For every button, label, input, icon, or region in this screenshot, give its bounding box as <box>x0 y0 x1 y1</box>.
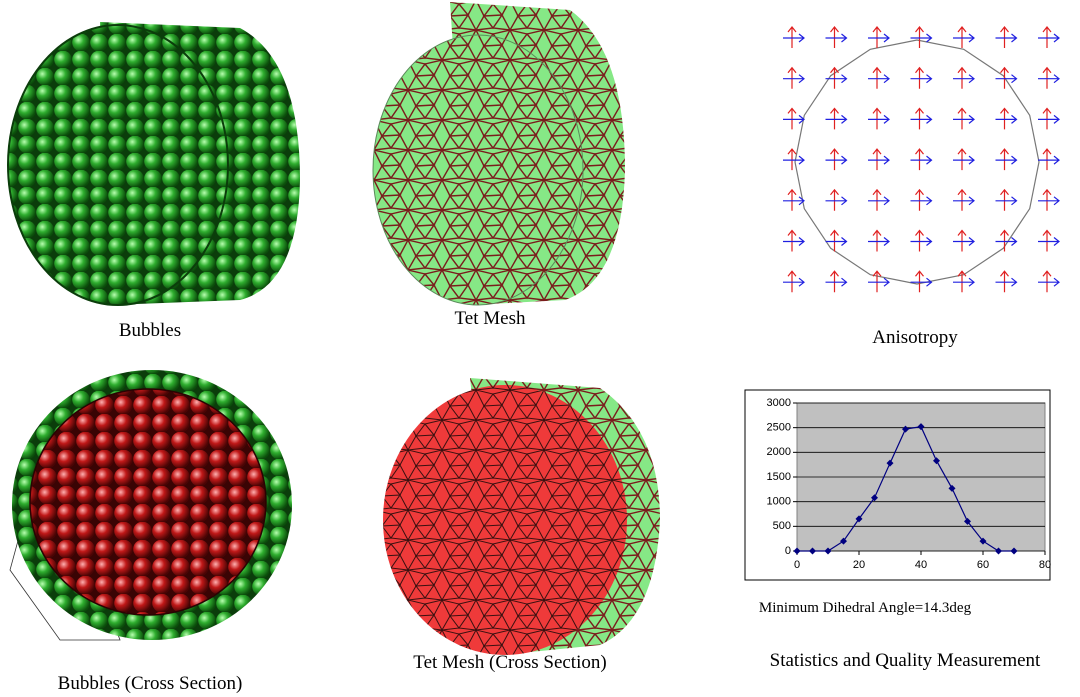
y-tick-label: 2000 <box>767 446 791 458</box>
blue-arrow <box>868 238 889 246</box>
blue-arrow <box>911 278 932 286</box>
blue-arrow <box>1038 115 1059 123</box>
blue-arrow <box>783 75 804 83</box>
blue-arrow <box>783 238 804 246</box>
blue-arrow <box>1038 75 1059 83</box>
blue-arrow <box>953 238 974 246</box>
blue-arrow <box>953 197 974 205</box>
blue-arrow <box>1038 278 1059 286</box>
blue-arrow <box>911 197 932 205</box>
blue-arrow <box>911 115 932 123</box>
blue-arrow <box>783 115 804 123</box>
blue-arrow <box>996 75 1017 83</box>
blue-arrow <box>783 278 804 286</box>
blue-arrow <box>1038 34 1059 42</box>
x-tick-label: 0 <box>794 559 800 571</box>
blue-arrow <box>1038 197 1059 205</box>
y-tick-label: 2500 <box>767 422 791 434</box>
caption: Tet Mesh (Cross Section) <box>413 652 606 673</box>
blue-arrow <box>911 238 932 246</box>
caption: Bubbles <box>119 320 181 341</box>
blue-arrow <box>996 278 1017 286</box>
y-tick-label: 3000 <box>767 397 791 409</box>
anisotropy-image <box>783 27 1059 292</box>
blue-arrow <box>996 34 1017 42</box>
blue-arrow <box>826 75 847 83</box>
blue-arrow <box>1038 238 1059 246</box>
caption: Bubbles (Cross Section) <box>58 673 243 694</box>
blue-arrow <box>953 115 974 123</box>
bubbles-cross-section-image <box>10 370 292 640</box>
blue-arrow <box>868 197 889 205</box>
figure: 0 500 1000 1500 2000 2500 3000 0 20 40 60 80 Bubble… <box>0 0 1080 697</box>
blue-arrow <box>953 278 974 286</box>
blue-arrow <box>783 34 804 42</box>
blue-arrow <box>826 197 847 205</box>
blue-arrow <box>953 34 974 42</box>
blue-arrow <box>953 75 974 83</box>
blue-arrow <box>911 156 932 164</box>
page: {"captions": ["Bubbles", "Tet Mesh", "An… <box>0 0 1080 697</box>
blue-arrow <box>868 156 889 164</box>
x-tick-label: 80 <box>1039 559 1051 571</box>
blue-arrow <box>1038 156 1059 164</box>
blue-arrow <box>996 115 1017 123</box>
blue-arrow <box>911 75 932 83</box>
y-tick-label: 1000 <box>767 496 791 508</box>
x-tick-label: 40 <box>915 559 927 571</box>
blue-arrow <box>783 156 804 164</box>
blue-arrow <box>826 115 847 123</box>
blue-arrow <box>996 197 1017 205</box>
blue-arrow <box>868 75 889 83</box>
y-tick-label: 1500 <box>767 471 791 483</box>
caption: Tet Mesh <box>455 308 526 329</box>
boundary <box>795 40 1039 284</box>
caption: Statistics and Quality Measurement <box>770 650 1041 671</box>
y-tick-label: 500 <box>773 520 791 532</box>
blue-arrow <box>953 156 974 164</box>
blue-arrow <box>868 34 889 42</box>
blue-arrow <box>826 34 847 42</box>
y-tick-label: 0 <box>785 545 791 557</box>
tet-mesh-image <box>373 2 625 305</box>
blue-arrow <box>868 115 889 123</box>
blue-arrow <box>868 278 889 286</box>
blue-arrow <box>826 278 847 286</box>
caption: Anisotropy <box>872 327 958 348</box>
blue-arrow <box>783 197 804 205</box>
x-tick-label: 20 <box>853 559 865 571</box>
blue-arrow <box>996 156 1017 164</box>
bubbles-image <box>8 22 300 305</box>
tet-mesh-cross-section-image <box>383 378 660 655</box>
x-tick-label: 60 <box>977 559 989 571</box>
chart: 0 500 1000 1500 2000 2500 3000 0 20 40 60 80 <box>767 397 1052 571</box>
annotation: Minimum Dihedral Angle=14.3deg <box>759 600 972 616</box>
blue-arrow <box>826 156 847 164</box>
